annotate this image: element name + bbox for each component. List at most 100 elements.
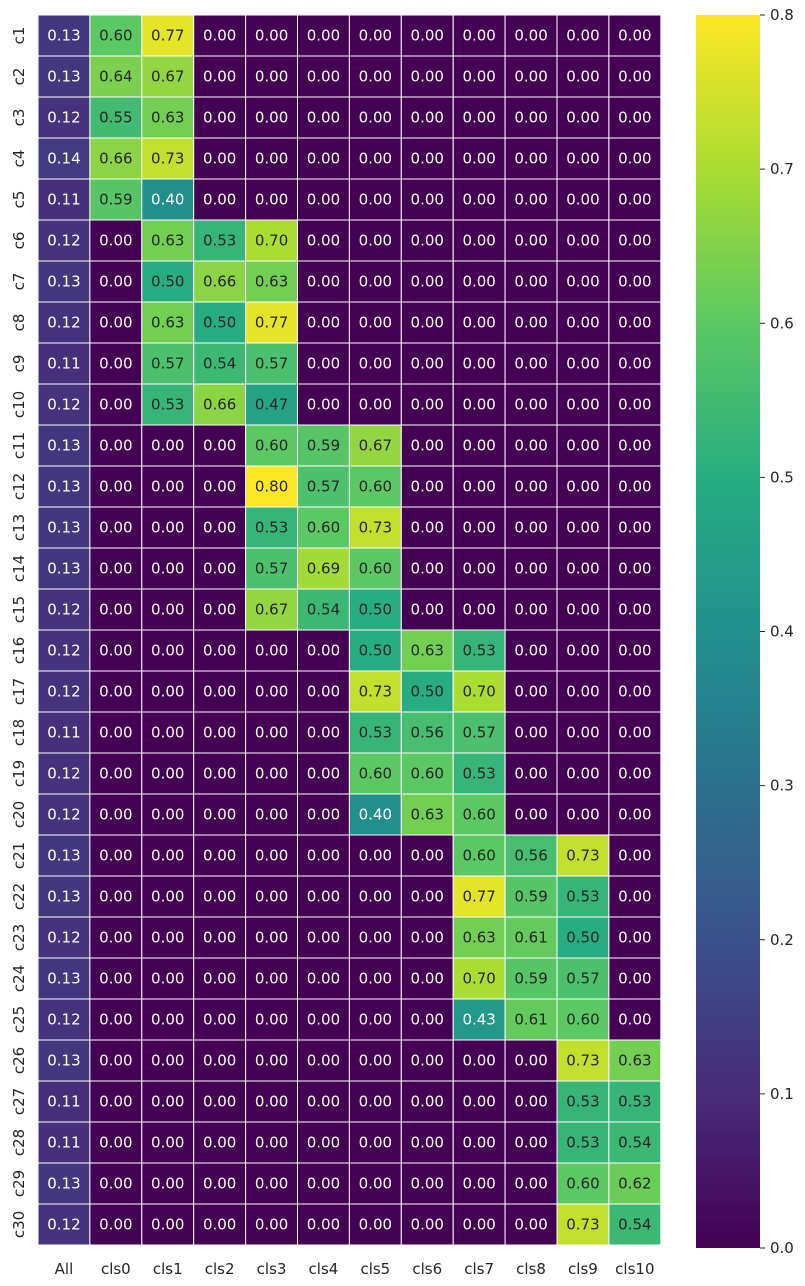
cell-value-label: 0.00 [618,683,651,701]
cell-value-label: 0.00 [618,437,651,455]
heatmap-cell-c4-cls5 [348,137,402,180]
cell-value-label: 0.00 [618,27,651,45]
cell-value-label: 0.00 [99,560,132,578]
heatmap-cell-c21-cls9 [556,834,610,877]
heatmap-cell-c8-cls3 [245,301,299,344]
cell-value-label: 0.00 [359,314,392,332]
cell-value-label: 0.00 [618,355,651,373]
cell-value-label: 0.00 [151,478,184,496]
heatmap-cell-c22-cls4 [297,875,350,918]
cell-value-label: 0.00 [99,314,132,332]
cell-value-label: 0.00 [359,68,392,86]
cell-value-label: 0.00 [359,1134,392,1152]
heatmap-cell-c6-cls4 [297,219,350,262]
cell-value-label: 0.50 [411,683,444,701]
heatmap-cell-c16-All [37,629,91,672]
heatmap-cell-c10-cls5 [348,383,402,426]
row-label-c12: c12 [10,473,28,500]
heatmap-cell-c1-cls0 [89,14,143,57]
cell-value-label: 0.00 [307,1175,340,1193]
cell-value-label: 0.00 [566,314,599,332]
cell-value-label: 0.00 [151,437,184,455]
heatmap-cell-c18-cls8 [504,711,558,754]
heatmap-cell-c11-cls2 [193,424,247,467]
heatmap-cell-c1-cls8 [504,14,558,57]
cell-value-label: 0.00 [203,1175,236,1193]
cell-value-label: 0.70 [462,683,495,701]
cell-value-label: 0.77 [255,314,288,332]
cell-value-label: 0.00 [203,191,236,209]
colorbar-tick-label: 0.3 [770,777,794,795]
heatmap-cell-c5-cls6 [400,178,454,221]
cell-value-label: 0.13 [47,519,80,537]
cell-value-label: 0.00 [514,1216,547,1234]
cell-value-label: 0.00 [411,191,444,209]
heatmap-cell-c8-cls1 [141,301,195,344]
cell-value-label: 0.00 [307,396,340,414]
colorbar-tick-label: 0.8 [770,6,794,24]
heatmap-cell-c6-cls10 [608,219,662,262]
heatmap-cell-c21-cls5 [348,834,402,877]
cell-value-label: 0.62 [618,1175,651,1193]
cell-value-label: 0.00 [566,109,599,127]
heatmap-cell-c8-All [37,301,91,344]
heatmap-cell-c2-cls10 [608,55,662,98]
cell-value-label: 0.00 [307,232,340,250]
cell-value-label: 0.00 [99,806,132,824]
heatmap-cell-c1-All [37,14,91,57]
heatmap-cell-c19-cls1 [141,752,195,795]
cell-value-label: 0.00 [462,1052,495,1070]
heatmap-cell-c8-cls10 [608,301,662,344]
row-label-c10: c10 [10,391,28,418]
heatmap-cell-c8-cls9 [556,301,610,344]
heatmap-cell-c9-cls1 [141,342,195,385]
cell-value-label: 0.53 [618,1093,651,1111]
cell-value-label: 0.00 [99,519,132,537]
heatmap-cell-c5-cls1 [141,178,195,221]
cell-value-label: 0.00 [566,191,599,209]
row-label-c6: c6 [10,232,28,250]
heatmap-cell-c13-cls3 [245,506,299,549]
heatmap-cell-c27-cls4 [297,1080,350,1123]
cell-value-label: 0.77 [462,888,495,906]
cell-value-label: 0.00 [359,27,392,45]
heatmap-cell-c13-cls0 [89,506,143,549]
heatmap-cell-c5-All [37,178,91,221]
row-label-c18: c18 [10,719,28,746]
cell-value-label: 0.00 [618,929,651,947]
cell-value-label: 0.53 [255,519,288,537]
cell-value-label: 0.11 [47,191,80,209]
heatmap-cell-c2-cls8 [504,55,558,98]
cell-value-label: 0.00 [411,519,444,537]
cell-value-label: 0.70 [255,232,288,250]
cell-value-label: 0.00 [203,642,236,660]
cell-value-label: 0.00 [411,273,444,291]
heatmap-cell-c9-All [37,342,91,385]
cell-value-label: 0.00 [411,355,444,373]
heatmap-cell-c18-cls10 [608,711,662,754]
cell-value-label: 0.00 [411,27,444,45]
cell-value-label: 0.00 [618,560,651,578]
cell-value-label: 0.00 [99,1175,132,1193]
row-label-c8: c8 [10,314,28,332]
heatmap-cell-c27-cls8 [504,1080,558,1123]
cell-value-label: 0.00 [514,560,547,578]
cell-value-label: 0.00 [203,150,236,168]
heatmap-cell-c11-cls10 [608,424,662,467]
cell-value-label: 0.80 [255,478,288,496]
heatmap-cell-c4-cls9 [556,137,610,180]
heatmap-cell-c10-cls10 [608,383,662,426]
heatmap-cell-c21-cls10 [608,834,662,877]
cell-value-label: 0.00 [514,314,547,332]
cell-value-label: 0.00 [307,109,340,127]
cell-value-label: 0.00 [411,478,444,496]
heatmap-cell-c3-cls2 [193,96,247,139]
cell-value-label: 0.00 [151,888,184,906]
cell-value-label: 0.00 [359,847,392,865]
heatmap-cell-c4-cls8 [504,137,558,180]
heatmap-cell-c27-cls6 [400,1080,454,1123]
colorbar-tick-label: 0.6 [770,314,794,332]
colorbar-tick-label: 0.2 [770,931,794,949]
cell-value-label: 0.00 [566,27,599,45]
cell-value-label: 0.61 [514,1011,547,1029]
